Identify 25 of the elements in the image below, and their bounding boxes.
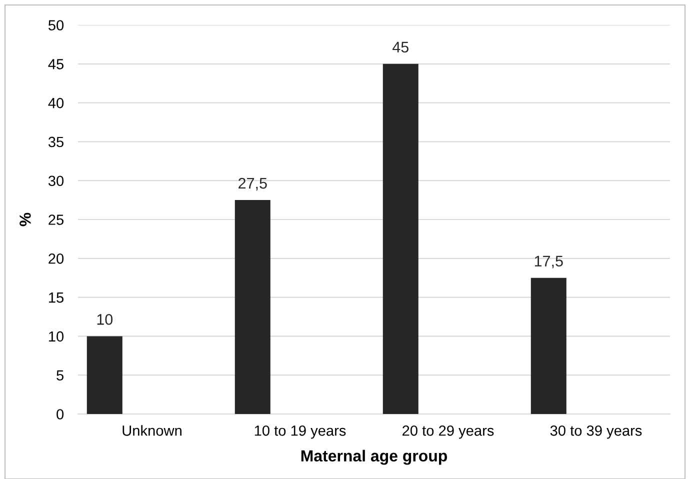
x-tick-label: 20 to 29 years <box>402 425 494 439</box>
y-tick-label: 15 <box>49 292 64 303</box>
bar <box>234 200 270 414</box>
y-tick-label: 45 <box>48 59 64 70</box>
data-label: 27,5 <box>238 178 267 190</box>
y-tick-label: 30 <box>48 176 64 186</box>
y-tick-label: 10 <box>49 331 64 342</box>
data-label: 45 <box>392 42 408 53</box>
y-tick-label: 50 <box>48 20 64 30</box>
data-label: 17,5 <box>534 256 563 268</box>
y-tick-label: 25 <box>48 214 64 225</box>
y-tick-label: 40 <box>48 98 64 108</box>
bar <box>530 278 566 414</box>
data-label: 10 <box>97 314 113 325</box>
bar <box>86 336 122 414</box>
x-axis-title: Maternal age group <box>301 450 448 465</box>
y-tick-label: 20 <box>48 254 64 264</box>
x-tick-label: 30 to 39 years <box>550 425 642 439</box>
y-tick-label: 35 <box>48 136 64 148</box>
y-tick-label: 5 <box>56 370 64 381</box>
y-axis-title: % <box>20 212 31 226</box>
x-tick-label: 10 to 19 years <box>254 425 346 439</box>
bar <box>382 64 418 414</box>
x-tick-label: Unknown <box>122 425 182 436</box>
y-tick-label: 0 <box>56 409 64 420</box>
